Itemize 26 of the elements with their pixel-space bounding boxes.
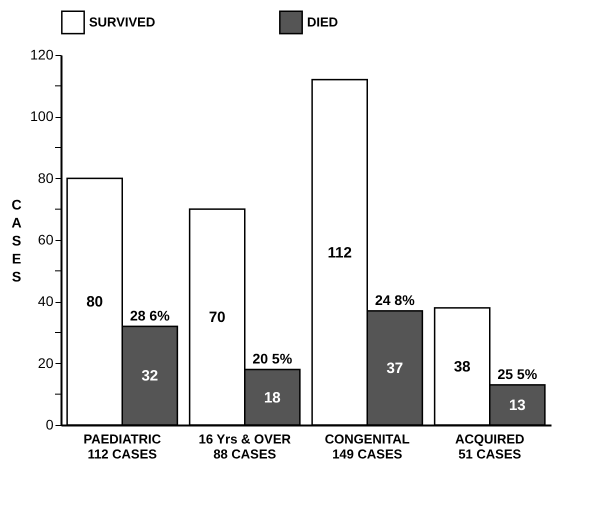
data-label: 70 [208,309,226,326]
annotation: 24 8% [374,292,416,308]
x-tick-label: CONGENITAL 149 CASES [324,432,410,462]
data-label: 18 [264,389,281,406]
data-label: 37 [386,360,404,377]
x-tick-label: 16 Yrs & OVER 88 CASES [198,432,292,462]
annotation: 28 6% [130,307,170,324]
data-label: 80 [86,294,104,311]
y-tick-label: 80 [38,170,54,186]
y-axis-title: CASES [11,196,22,284]
annotation: 20 5% [252,350,293,366]
x-tick-label: PAEDIATRIC 112 CASES [83,432,162,462]
data-label: 13 [508,396,526,414]
y-tick-label: 0 [46,416,54,432]
data-label: 38 [454,358,471,376]
x-tick-label: ACQUIRED 51 CASES [455,432,524,462]
data-label: 32 [141,368,158,385]
data-label: 112 [328,244,352,262]
y-tick-label: 20 [38,354,54,371]
y-tick-label: 100 [30,108,54,124]
y-tick-label: 120 [30,46,54,62]
legend-label: SURVIVED [89,14,156,30]
y-tick-label: 40 [38,293,54,310]
y-tick-label: 60 [38,232,54,248]
legend-label: DIED [307,14,338,30]
annotation: 25 5% [497,366,538,382]
